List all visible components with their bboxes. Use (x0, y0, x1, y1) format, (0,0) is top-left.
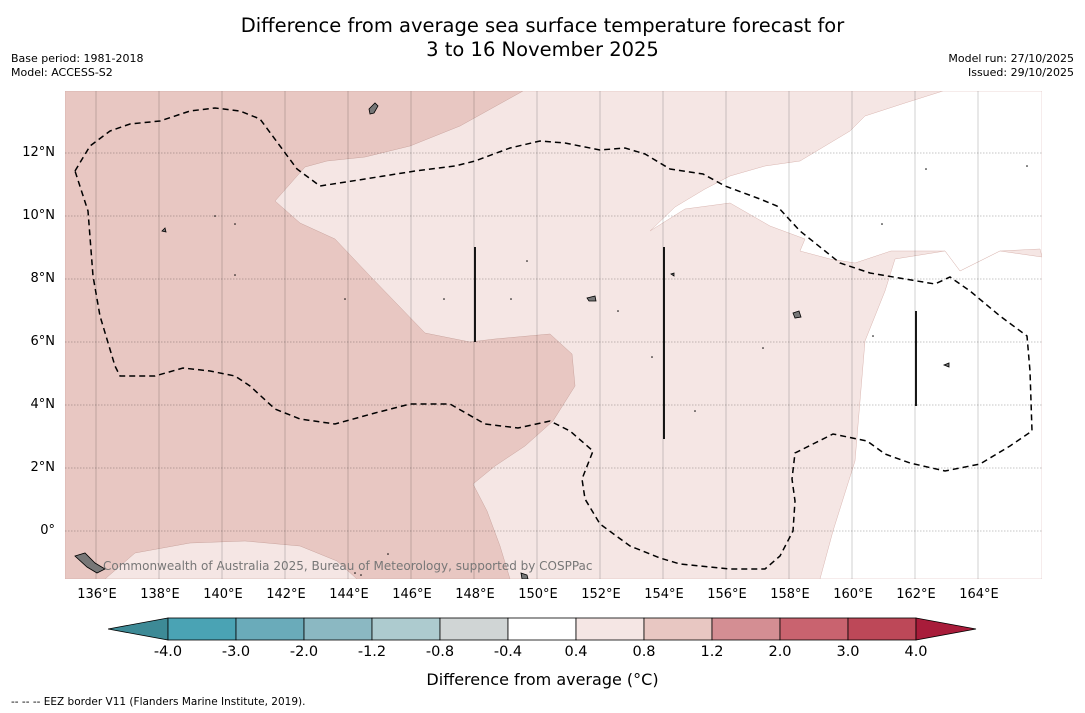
lat-label-10n: 10°N (22, 208, 55, 223)
colorbar-tick: -2.0 (289, 644, 319, 660)
lat-gridlines (65, 152, 1042, 532)
lon-label-160e: 160°E (833, 587, 873, 602)
lon-label-150e: 150°E (518, 587, 558, 602)
lon-label-148e: 148°E (455, 587, 495, 602)
lon-label-156e: 156°E (707, 587, 747, 602)
colorbar-tick: 4.0 (904, 644, 928, 660)
anomaly-region-neutral-south (819, 250, 1042, 579)
small-islets (214, 165, 1028, 576)
colorbar-extend-low (108, 617, 169, 641)
lon-label-162e: 162°E (896, 587, 936, 602)
base-period: Base period: 1981-2018 (11, 52, 144, 65)
colorbar-segment (371, 617, 441, 641)
model-name: Model: ACCESS-S2 (11, 66, 113, 79)
lat-label-12n: 12°N (22, 145, 55, 160)
colorbar-tick: -3.0 (221, 644, 251, 660)
copyright-notice: Commonwealth of Australia 2025, Bureau o… (103, 559, 593, 573)
lon-label-138e: 138°E (140, 587, 180, 602)
islands (74, 102, 950, 579)
colorbar-segment (779, 617, 849, 641)
meta-left: Base period: 1981-2018 Model: ACCESS-S2 (11, 52, 143, 80)
title-line-2: 3 to 16 November 2025 (426, 38, 659, 61)
colorbar-segment (303, 617, 373, 641)
colorbar-segment (575, 617, 645, 641)
eez-border (74, 107, 1033, 570)
lon-label-146e: 146°E (392, 587, 432, 602)
model-run: Model run: 27/10/2025 (948, 52, 1074, 65)
colorbar-tick: 0.4 (564, 644, 588, 660)
lat-label-2n: 2°N (30, 460, 56, 475)
map-area (65, 91, 1042, 579)
colorbar-segment (847, 617, 917, 641)
issued-date: Issued: 29/10/2025 (967, 66, 1074, 79)
colorbar-label: Difference from average (°C) (426, 670, 659, 689)
anomaly-region-0.8-1.2 (65, 91, 576, 579)
colorbar-segment (439, 617, 509, 641)
lon-label-164e: 164°E (959, 587, 999, 602)
eez-limit-lines (474, 247, 917, 439)
chart-title: Difference from average sea surface temp… (0, 14, 1085, 62)
lon-label-158e: 158°E (770, 587, 810, 602)
colorbar-segment (235, 617, 305, 641)
title-line-1: Difference from average sea surface temp… (240, 14, 845, 37)
colorbar-segment (507, 617, 577, 641)
colorbar-tick: 3.0 (836, 644, 860, 660)
lon-label-152e: 152°E (581, 587, 621, 602)
colorbar-extend-high (915, 617, 977, 641)
colorbar-tick: -1.2 (357, 644, 387, 660)
colorbar (108, 617, 977, 641)
colorbar-segment (711, 617, 781, 641)
colorbar-tick: -0.8 (425, 644, 455, 660)
eez-footnote: -- -- -- EEZ border V11 (Flanders Marine… (11, 696, 306, 708)
lat-label-0: 0° (40, 523, 55, 538)
meta-right: Model run: 27/10/2025 Issued: 29/10/2025 (948, 52, 1074, 80)
anomaly-region-0.8-1.2-southwest (104, 540, 358, 579)
lon-label-154e: 154°E (644, 587, 684, 602)
lat-label-6n: 6°N (30, 334, 56, 349)
lon-label-136e: 136°E (77, 587, 117, 602)
lon-gridlines (95, 91, 979, 579)
lat-label-4n: 4°N (30, 397, 56, 412)
lon-label-142e: 142°E (266, 587, 306, 602)
colorbar-tick: -4.0 (153, 644, 183, 660)
colorbar-segment (643, 617, 713, 641)
colorbar-tick: 2.0 (768, 644, 792, 660)
lat-label-8n: 8°N (30, 271, 56, 286)
colorbar-tick: 0.8 (632, 644, 656, 660)
lon-label-140e: 140°E (203, 587, 243, 602)
colorbar-segment (167, 617, 237, 641)
lon-label-144e: 144°E (329, 587, 369, 602)
colorbar-tick: -0.4 (493, 644, 523, 660)
colorbar-tick: 1.2 (700, 644, 724, 660)
